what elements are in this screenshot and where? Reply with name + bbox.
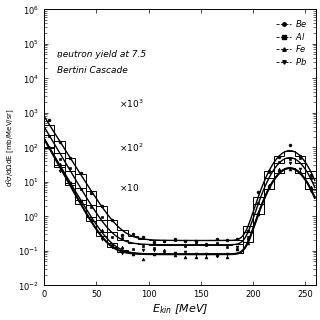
Text: $^o$: $^o$: [57, 53, 61, 60]
Text: $\times 10^3$: $\times 10^3$: [119, 98, 144, 110]
X-axis label: $E_{kin}$ [MeV]: $E_{kin}$ [MeV]: [152, 302, 208, 316]
Text: neutron yield at 7.5: neutron yield at 7.5: [57, 50, 146, 60]
Text: Bertini Cascade: Bertini Cascade: [57, 66, 127, 75]
Text: $\times 10^2$: $\times 10^2$: [119, 141, 144, 154]
Legend: $\it{Be}$, $\it{Al}$, $\it{Fe}$, $\it{Pb}$: $\it{Be}$, $\it{Al}$, $\it{Fe}$, $\it{Pb…: [275, 16, 309, 68]
Y-axis label: d$^2\!\sigma$/d$\Omega$dE [mb/MeV/sr]: d$^2\!\sigma$/d$\Omega$dE [mb/MeV/sr]: [4, 108, 17, 187]
Text: $^o$: $^o$: [0, 319, 1, 320]
Text: $\times 10$: $\times 10$: [119, 181, 140, 193]
